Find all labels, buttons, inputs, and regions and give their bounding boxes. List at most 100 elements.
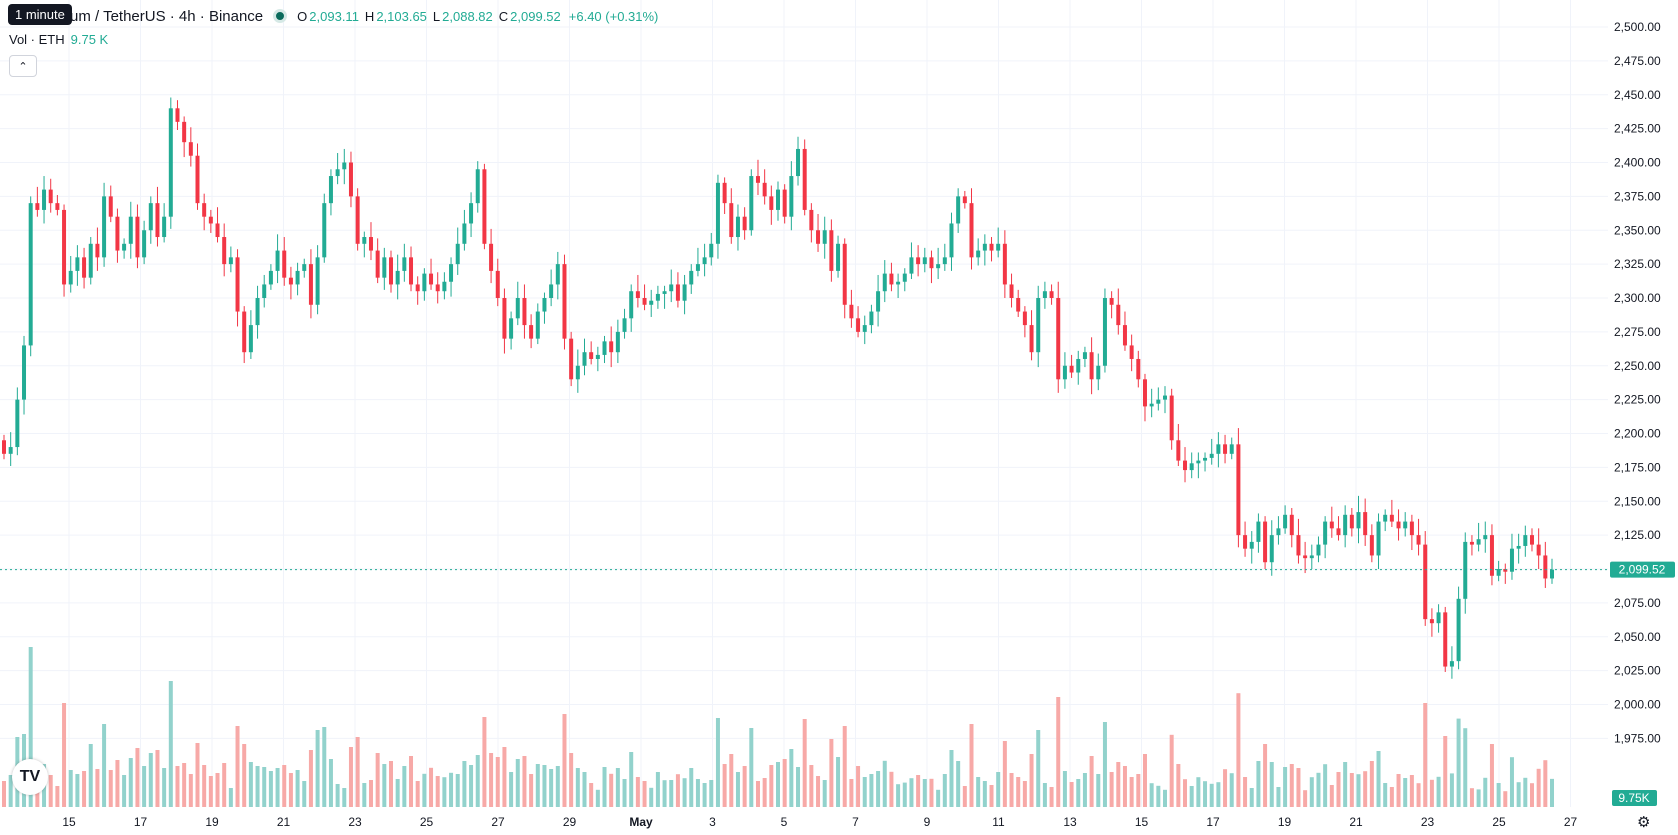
current-volume-label: 9.75K — [1618, 791, 1649, 805]
volume-bar — [302, 781, 307, 807]
volume-bar — [709, 780, 714, 807]
chart-grid — [0, 0, 1608, 807]
volume-bar — [1283, 767, 1288, 807]
candle-body — [368, 237, 373, 251]
price-tick-label: 2,125.00 — [1614, 528, 1661, 542]
candle-body — [629, 291, 634, 319]
volume-bar — [802, 719, 807, 807]
volume-bar — [489, 753, 494, 807]
volume-bar — [1416, 783, 1421, 807]
volume-bar — [749, 728, 754, 807]
volume-bar — [208, 776, 213, 807]
candle-body — [115, 216, 120, 251]
candle-body — [1009, 284, 1014, 298]
volume-bar — [1489, 744, 1494, 807]
candle-body — [1516, 545, 1521, 549]
volume-bar — [836, 757, 841, 807]
candle-body — [749, 176, 754, 231]
candle-body — [422, 273, 427, 292]
candle-body — [82, 257, 87, 278]
candle-body — [1363, 512, 1368, 536]
volume-bar — [142, 766, 147, 807]
gear-icon[interactable]: ⚙ — [1637, 814, 1651, 831]
candle-body — [1263, 521, 1268, 563]
candle-body — [449, 264, 454, 282]
volume-bar — [282, 765, 287, 807]
volume-bar — [215, 773, 220, 807]
candle-body — [1176, 440, 1181, 461]
logo-text: TV — [19, 768, 41, 785]
volume-bar — [1356, 774, 1361, 807]
candle-body — [128, 216, 133, 244]
candle-body — [168, 108, 173, 217]
volume-bar — [455, 774, 460, 807]
volume-bar — [395, 779, 400, 807]
volume-bar — [989, 785, 994, 807]
volume-bar — [809, 765, 814, 807]
volume-bar — [88, 744, 93, 807]
volume-bar — [128, 758, 133, 807]
price-tick-label: 2,250.00 — [1614, 359, 1661, 373]
symbol-title[interactable]: um / TetherUS · 4h · Binance — [70, 7, 264, 25]
price-axis[interactable]: 2,500.00 2,475.00 2,450.00 2,425.00 2,400.00… — [1614, 20, 1661, 745]
volume-bar — [1409, 775, 1414, 807]
time-tick-label: 11 — [992, 815, 1005, 829]
volume-bar — [382, 764, 387, 807]
candle-body — [535, 311, 540, 339]
candle-body — [655, 293, 660, 301]
candle-body — [889, 273, 894, 285]
time-axis[interactable]: 15 17 19 21 23 25 27 29 May 3 5 7 9 11 13 15 17 19 21 23 25 2… — [62, 815, 1577, 829]
volume-bar — [1249, 788, 1254, 807]
candle-body — [956, 196, 961, 224]
market-status-icon — [273, 9, 288, 23]
candle-body — [1423, 544, 1428, 620]
tradingview-logo[interactable]: TV — [12, 759, 48, 795]
candle-body — [142, 230, 147, 258]
volume-value: 9.75 K — [70, 32, 109, 47]
volume-bar — [1076, 779, 1081, 807]
candle-body — [529, 325, 534, 339]
candle-body — [936, 264, 941, 269]
volume-bar — [429, 767, 434, 807]
candle-body — [622, 318, 627, 332]
volume-label: Vol · ETH — [9, 32, 65, 47]
volume-bar — [969, 724, 974, 807]
price-tick-label: 2,025.00 — [1614, 664, 1661, 678]
candle-body — [1436, 612, 1441, 624]
price-tick-label: 2,375.00 — [1614, 189, 1661, 203]
volume-bar — [422, 773, 427, 807]
volume-bar — [982, 781, 987, 807]
volume-bar — [1476, 789, 1481, 807]
close-label: C — [498, 8, 509, 24]
candle-body — [195, 155, 200, 204]
candle-body — [102, 196, 107, 258]
volume-bar — [929, 778, 934, 807]
candle-body — [108, 196, 113, 217]
price-tick-label: 2,150.00 — [1614, 494, 1661, 508]
volume-bar — [1503, 791, 1508, 807]
candle-body — [288, 277, 293, 285]
volume-bar — [1363, 771, 1368, 807]
volume-bar — [469, 765, 474, 807]
volume-bar — [235, 726, 240, 807]
volume-bar — [1463, 728, 1468, 807]
collapse-legend-button[interactable]: ⌃ — [9, 55, 37, 77]
candle-body — [395, 270, 400, 285]
volume-bar — [1163, 789, 1167, 807]
low-label: L — [432, 8, 441, 24]
candle-body — [342, 162, 347, 170]
candle-body — [642, 298, 647, 305]
volume-bar — [869, 774, 874, 807]
volume-bar — [48, 775, 53, 807]
volume-bar — [328, 759, 333, 807]
volume-bar — [268, 771, 273, 807]
candle-body — [776, 189, 780, 210]
candle-body — [595, 354, 600, 359]
candle-body — [409, 257, 414, 285]
price-tick-label: 2,300.00 — [1614, 291, 1661, 305]
candle-body — [348, 162, 353, 197]
volume-bar — [1049, 787, 1054, 807]
price-tick-label: 2,450.00 — [1614, 88, 1661, 102]
candle-body — [662, 291, 667, 294]
